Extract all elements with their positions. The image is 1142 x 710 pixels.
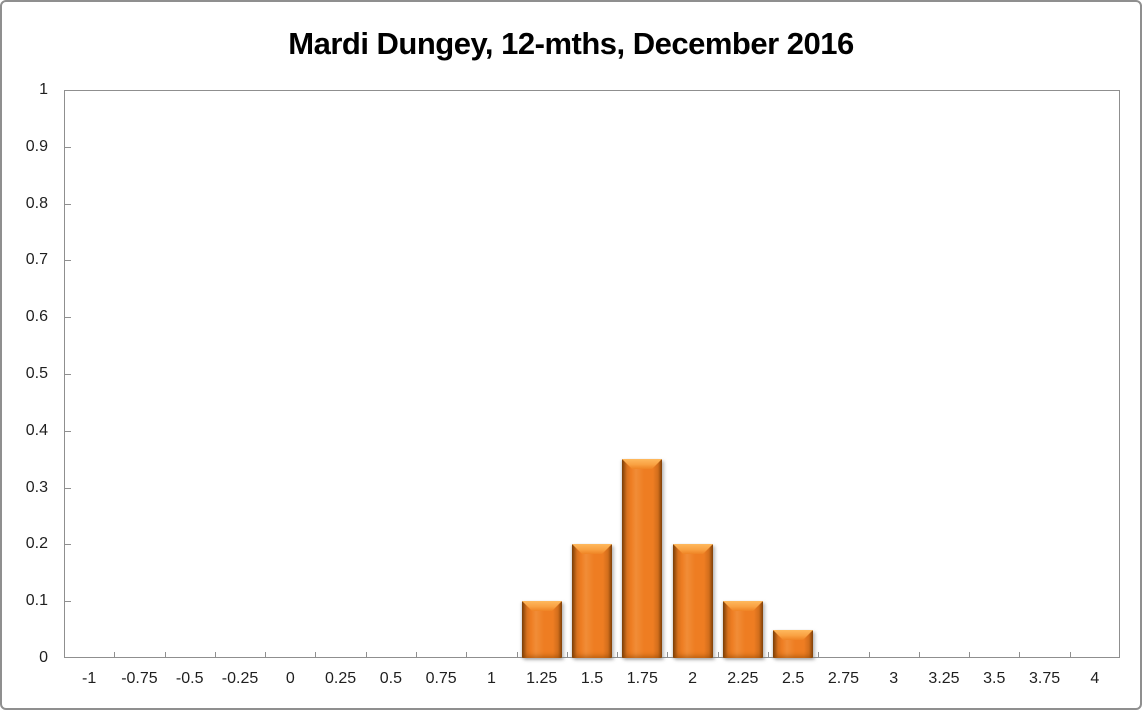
bar-top-bevel bbox=[773, 630, 813, 640]
x-axis-label: 3 bbox=[889, 670, 899, 687]
x-axis-tick bbox=[869, 652, 870, 658]
x-axis-tick bbox=[165, 652, 166, 658]
y-axis-label: 0.8 bbox=[25, 194, 48, 212]
y-axis-tick bbox=[65, 431, 71, 432]
bar-1.25 bbox=[522, 601, 562, 658]
bar-1.75 bbox=[622, 459, 662, 658]
x-axis-label: 3.75 bbox=[1028, 670, 1061, 687]
x-axis-label: -0.25 bbox=[221, 670, 259, 687]
y-axis-tick bbox=[65, 544, 71, 545]
bar-top-bevel bbox=[572, 544, 612, 554]
x-axis-label: 0.75 bbox=[425, 670, 457, 687]
bar-top-bevel bbox=[622, 459, 662, 469]
x-axis-label: 1 bbox=[486, 670, 496, 687]
x-axis-label: -0.75 bbox=[121, 670, 158, 687]
bar-1.5 bbox=[572, 544, 612, 658]
x-axis-label: 3.25 bbox=[928, 670, 960, 687]
x-axis-tick bbox=[215, 652, 216, 658]
y-axis-label: 0.2 bbox=[25, 535, 48, 553]
y-axis-tick bbox=[65, 601, 71, 602]
y-axis-label: 0.9 bbox=[25, 137, 48, 155]
y-axis-label: 0.5 bbox=[25, 365, 48, 382]
x-axis-tick bbox=[818, 652, 819, 658]
x-axis-tick bbox=[567, 652, 568, 658]
x-axis-tick bbox=[315, 652, 316, 658]
y-axis-tick bbox=[65, 374, 71, 375]
x-axis-tick bbox=[768, 652, 769, 658]
y-axis-label: 0 bbox=[39, 649, 48, 666]
x-axis-tick bbox=[919, 652, 920, 658]
x-axis-tick bbox=[466, 652, 467, 658]
x-axis-tick bbox=[617, 652, 618, 658]
x-axis-tick bbox=[265, 652, 266, 658]
bar-top-bevel bbox=[522, 601, 562, 611]
y-axis-label: 0.4 bbox=[25, 421, 48, 439]
bar-2.25 bbox=[723, 601, 763, 658]
x-axis-tick bbox=[1019, 652, 1020, 658]
y-axis-tick bbox=[65, 317, 71, 318]
x-axis-label: 2.25 bbox=[727, 670, 759, 687]
x-axis-label: 1.75 bbox=[626, 670, 658, 687]
y-axis-label: 0.7 bbox=[25, 251, 48, 269]
x-axis-label: 2.5 bbox=[782, 670, 805, 687]
x-axis-tick bbox=[718, 652, 719, 658]
x-axis-tick bbox=[1070, 652, 1071, 658]
x-axis-tick bbox=[366, 652, 367, 658]
x-axis-label: 4 bbox=[1090, 670, 1100, 687]
x-axis-tick bbox=[667, 652, 668, 658]
x-axis-label: 0.25 bbox=[324, 670, 357, 687]
x-axis-tick bbox=[114, 652, 115, 658]
x-axis-label: -1 bbox=[82, 670, 97, 687]
y-axis-label: 0.1 bbox=[25, 592, 48, 610]
y-axis-label: 0.6 bbox=[25, 308, 48, 326]
bar-top-bevel bbox=[723, 601, 763, 611]
y-axis-tick bbox=[65, 204, 71, 205]
x-axis-label: 0.5 bbox=[379, 670, 402, 687]
x-axis-label: 1.25 bbox=[526, 670, 558, 687]
x-axis-tick bbox=[517, 652, 518, 658]
x-axis-tick bbox=[416, 652, 417, 658]
y-axis-tick bbox=[65, 147, 71, 148]
bar-top-bevel bbox=[673, 544, 713, 554]
bar-2.5 bbox=[773, 630, 813, 658]
y-axis-label: 1 bbox=[39, 81, 48, 98]
y-axis-tick bbox=[65, 260, 71, 261]
y-axis-label: 0.3 bbox=[25, 478, 48, 496]
bar-2 bbox=[673, 544, 713, 658]
x-axis-label: 2.75 bbox=[827, 670, 859, 687]
x-axis-label: 1.5 bbox=[580, 670, 604, 687]
x-axis-tick bbox=[969, 652, 970, 658]
x-axis-label: 0 bbox=[285, 670, 295, 687]
x-axis-label: 3.5 bbox=[983, 670, 1006, 687]
y-axis-tick bbox=[65, 488, 71, 489]
chart-title: Mardi Dungey, 12-mths, December 2016 bbox=[288, 26, 854, 61]
x-axis-label: -0.5 bbox=[175, 670, 204, 687]
x-axis-label: 2 bbox=[688, 670, 698, 687]
